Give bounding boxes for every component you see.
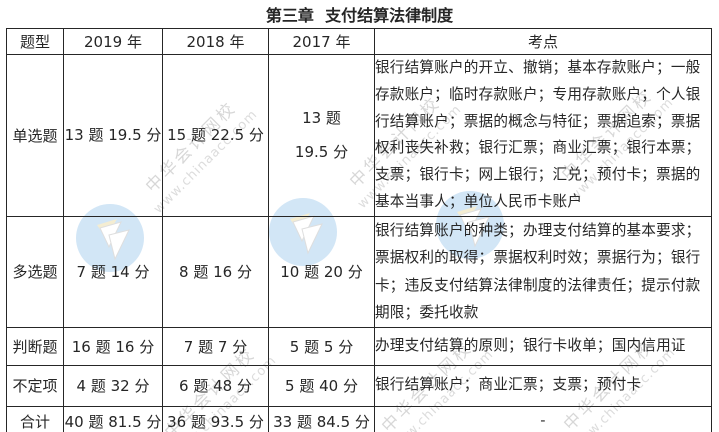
score-2018-cell: 36 题 93.5 分 [162,405,269,432]
score-2017-cell: 10 题 20 分 [268,215,375,328]
key-points-cell: 银行结算账户；商业汇票；支票；预付卡 [374,364,712,407]
score-2018-cell: 6 题 48 分 [162,364,269,407]
col-header-question-type: 题型 [6,28,64,55]
score-2019-cell: 7 题 14 分 [63,215,163,328]
score-2017-cell: 33 题 84.5 分 [268,405,375,432]
question-type-cell: 判断题 [6,326,64,366]
page-title: 第三章 支付结算法律制度 [265,6,454,25]
table-row-multi-choice: 多选题 7 题 14 分 8 题 16 分 10 题 20 分 银行结算账户的种… [6,215,712,328]
table-row-indefinite: 不定项 4 题 32 分 6 题 48 分 5 题 40 分 银行结算账户；商业… [6,364,712,407]
col-header-2017: 2017 年 [268,28,375,55]
score-2017-cell: 13 题 19.5 分 [268,54,375,217]
col-header-2018: 2018 年 [162,28,269,55]
col-header-2019: 2019 年 [63,28,163,55]
key-points-cell: 银行结算账户的开立、撤销；基本存款账户；一般存款账户；临时存款账户；专用存款账户… [374,54,712,217]
key-points-cell: - [374,405,712,432]
question-type-cell: 多选题 [6,215,64,328]
question-type-cell: 合计 [6,405,64,432]
question-type-cell: 不定项 [6,364,64,407]
key-points-cell: 办理支付结算的原则；银行卡收单；国内信用证 [374,326,712,366]
table-row-single-choice: 单选题 13 题 19.5 分 15 题 22.5 分 13 题 19.5 分 … [6,54,712,217]
score-2018-cell: 7 题 7 分 [162,326,269,366]
col-header-key-points: 考点 [374,28,712,55]
key-points-cell: 银行结算账户的种类；办理支付结算的基本要求；票据权利的取得；票据权利时效；票据行… [374,215,712,328]
table-header-row: 题型 2019 年 2018 年 2017 年 考点 [6,28,712,55]
score-2019-cell: 13 题 19.5 分 [63,54,163,217]
table-row-true-false: 判断题 16 题 16 分 7 题 7 分 5 题 5 分 办理支付结算的原则；… [6,326,712,366]
exam-stats-table: 题型 2019 年 2018 年 2017 年 考点 单选题 13 题 19.5… [6,28,712,432]
score-2017-cell: 5 题 40 分 [268,364,375,407]
score-2018-cell: 8 题 16 分 [162,215,269,328]
score-2017-cell: 5 题 5 分 [268,326,375,366]
table-row-total: 合计 40 题 81.5 分 36 题 93.5 分 33 题 84.5 分 - [6,405,712,432]
score-2019-cell: 4 题 32 分 [63,364,163,407]
score-2019-cell: 40 题 81.5 分 [63,405,163,432]
score-2019-cell: 16 题 16 分 [63,326,163,366]
question-type-cell: 单选题 [6,54,64,217]
score-2018-cell: 15 题 22.5 分 [162,54,269,217]
